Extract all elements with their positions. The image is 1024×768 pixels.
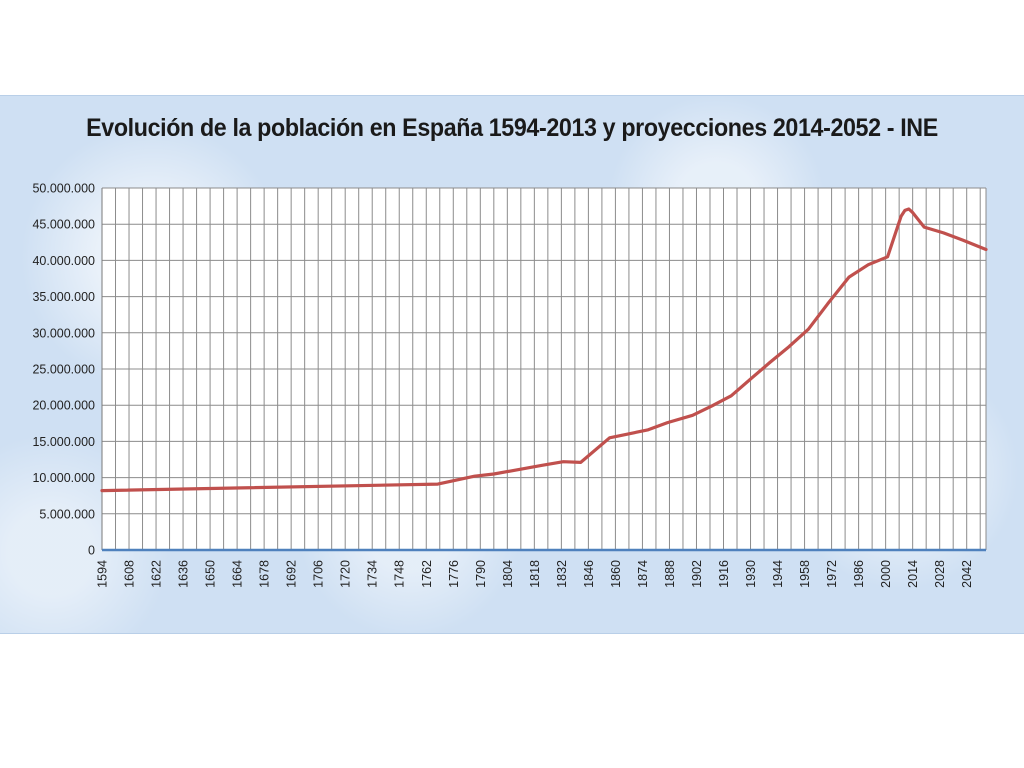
x-tick-label: 1916 — [717, 560, 731, 588]
x-tick-label: 1832 — [555, 560, 569, 588]
x-tick-label: 1818 — [528, 560, 542, 588]
x-tick-label: 1608 — [123, 560, 137, 588]
y-tick-label: 50.000.000 — [32, 182, 95, 196]
x-tick-label: 1986 — [852, 560, 866, 588]
series-line — [100, 207, 988, 493]
y-tick-label: 20.000.000 — [32, 399, 95, 413]
x-tick-label: 1622 — [150, 560, 164, 588]
x-tick-label: 1650 — [204, 560, 218, 588]
x-tick-label: 1930 — [744, 560, 758, 588]
x-tick-label: 1860 — [609, 560, 623, 588]
x-tick-label: 1706 — [312, 560, 326, 588]
y-tick-label: 25.000.000 — [32, 363, 95, 377]
y-tick-label: 0 — [88, 544, 95, 558]
x-tick-label: 1594 — [96, 560, 110, 588]
x-tick-label: 2000 — [879, 560, 893, 588]
line-chart: 0 5.000.000 10.000.000 15.000.000 20.000.000… — [32, 182, 988, 588]
y-tick-label: 5.000.000 — [39, 507, 95, 521]
x-tick-label: 2028 — [933, 560, 947, 588]
x-tick-label: 1972 — [825, 560, 839, 588]
x-tick-label: 1748 — [393, 560, 407, 588]
y-tick-label: 15.000.000 — [32, 435, 95, 449]
x-tick-label: 1944 — [771, 560, 785, 588]
chart-frame: Evolución de la población en España 1594… — [0, 95, 1024, 634]
y-tick-label: 35.000.000 — [32, 290, 95, 304]
x-tick-label: 1734 — [366, 560, 380, 588]
x-tick-label: 1846 — [582, 560, 596, 588]
x-tick-label: 1804 — [501, 560, 515, 588]
x-tick-label: 2042 — [960, 560, 974, 588]
x-tick-label: 1692 — [285, 560, 299, 588]
x-tick-label: 1790 — [474, 560, 488, 588]
y-tick-label: 10.000.000 — [32, 471, 95, 485]
x-tick-label: 1762 — [420, 560, 434, 588]
x-tick-label: 1720 — [339, 560, 353, 588]
chart-title: Evolución de la población en España 1594… — [86, 114, 938, 142]
x-tick-label: 1902 — [690, 560, 704, 588]
x-tick-label: 1664 — [231, 560, 245, 588]
x-tick-label: 1888 — [663, 560, 677, 588]
x-tick-label: 1874 — [636, 560, 650, 588]
x-tick-label: 1678 — [258, 560, 272, 588]
x-tick-label: 1636 — [177, 560, 191, 588]
x-tick-label: 1776 — [447, 560, 461, 588]
y-tick-label: 30.000.000 — [32, 326, 95, 340]
y-tick-label: 40.000.000 — [32, 254, 95, 268]
y-tick-label: 45.000.000 — [32, 218, 95, 232]
x-tick-label: 2014 — [906, 560, 920, 588]
x-tick-label: 1958 — [798, 560, 812, 588]
